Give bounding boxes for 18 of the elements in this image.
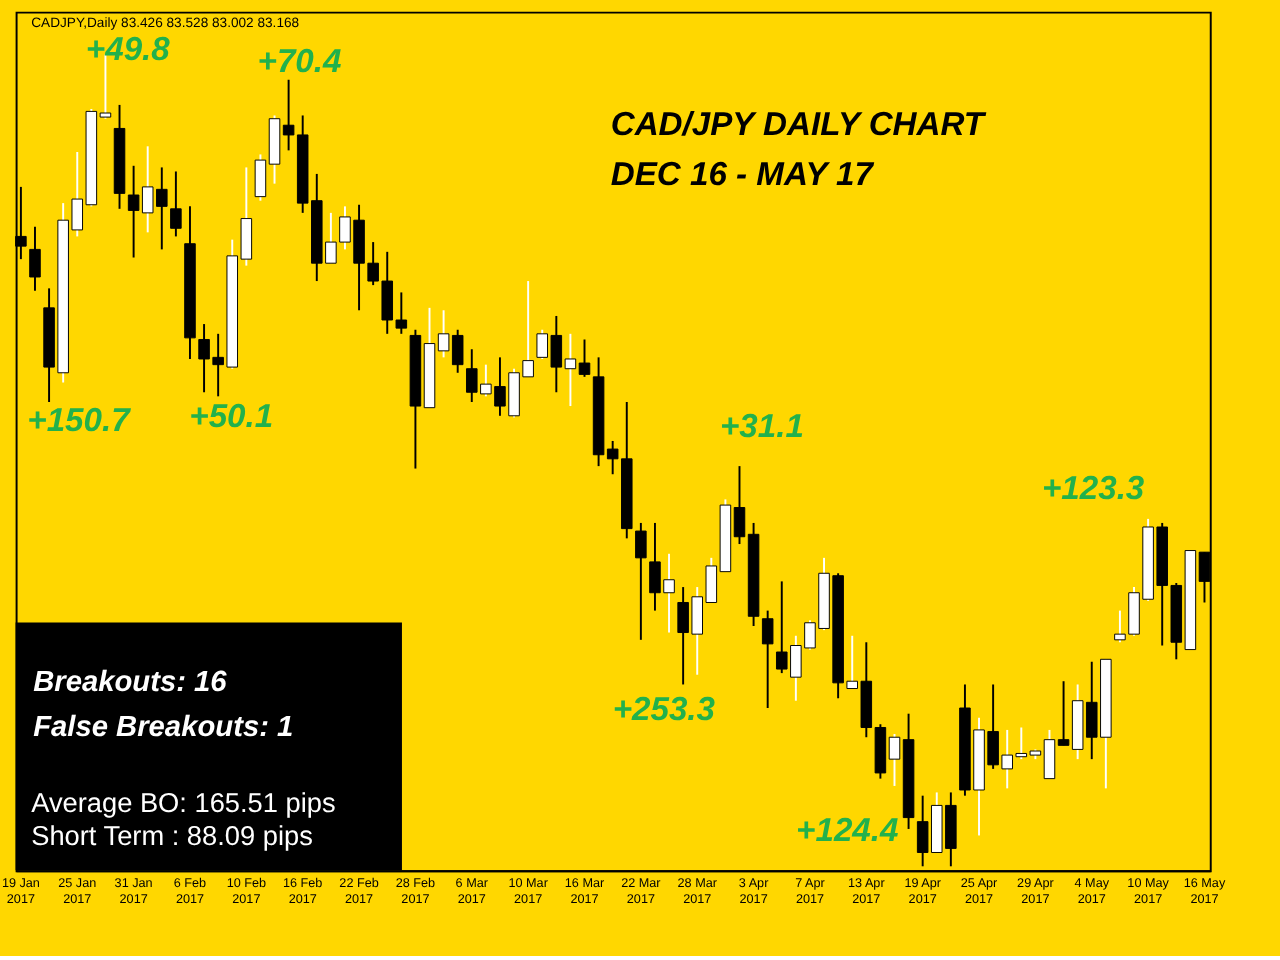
annotation: +31.1 bbox=[720, 407, 804, 446]
annotation: +124.4 bbox=[796, 810, 899, 849]
annotation: +50.1 bbox=[189, 397, 274, 436]
annotation: +70.4 bbox=[257, 42, 342, 81]
annotation: +49.8 bbox=[85, 30, 172, 69]
annotation: Average BO: 165.51 pips bbox=[31, 787, 336, 818]
annotation: +253.3 bbox=[612, 689, 717, 728]
candlestick bbox=[635, 521, 647, 641]
candlestick bbox=[761, 609, 774, 709]
annotation: +150.7 bbox=[27, 401, 132, 440]
candlestick bbox=[170, 170, 182, 238]
text: DEC 16 - MAY 17 bbox=[610, 155, 875, 194]
annotation: +123.3 bbox=[1041, 469, 1146, 508]
text: CAD/JPY DAILY CHART bbox=[610, 104, 988, 143]
candlestick bbox=[29, 225, 41, 292]
annotation: Breakouts: 16 bbox=[33, 666, 229, 699]
annotation: Short Term : 88.09 pips bbox=[31, 820, 314, 851]
annotation: False Breakouts: 1 bbox=[33, 711, 294, 744]
